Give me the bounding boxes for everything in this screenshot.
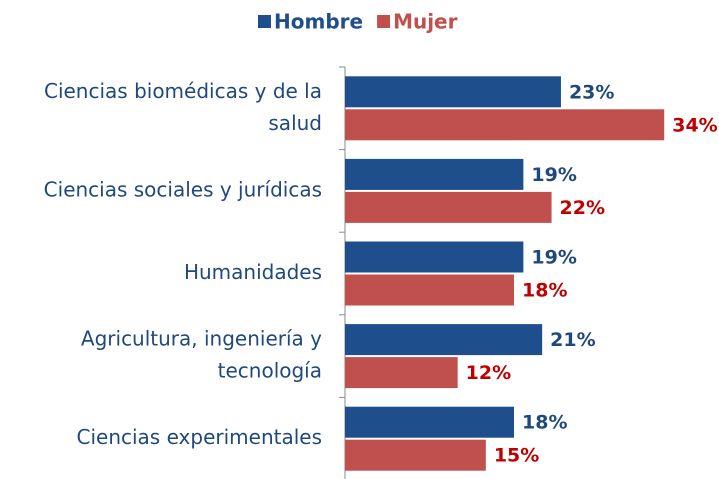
value-label: 18%: [522, 412, 567, 434]
category-label: tecnología: [218, 359, 322, 383]
value-label: 15%: [494, 445, 539, 467]
bar: [345, 76, 561, 108]
bar: [345, 241, 524, 273]
value-label: 22%: [560, 197, 605, 219]
bar: [345, 357, 458, 389]
value-label: 34%: [672, 114, 717, 136]
category-label: Ciencias experimentales: [77, 425, 323, 449]
category-label: Humanidades: [184, 260, 322, 284]
value-label: 19%: [531, 247, 576, 269]
value-label: 23%: [569, 81, 614, 103]
category-label: salud: [268, 111, 322, 135]
bar: [345, 406, 514, 438]
value-label: 18%: [522, 280, 567, 302]
bar: [345, 439, 486, 471]
value-label: 12%: [466, 362, 511, 384]
legend-label: Hombre: [274, 10, 363, 34]
legend-swatch: [258, 15, 271, 28]
value-label: 19%: [531, 164, 576, 186]
value-label: 21%: [550, 329, 595, 351]
bar: [345, 191, 552, 223]
category-label: Ciencias biomédicas y de la: [44, 79, 322, 103]
legend-label: Mujer: [393, 10, 458, 34]
category-label: Ciencias sociales y jurídicas: [44, 177, 322, 201]
category-label: Agricultura, ingeniería y: [81, 327, 322, 351]
bar: [345, 109, 665, 141]
legend-swatch: [377, 15, 391, 28]
bar: [345, 324, 543, 356]
bar: [345, 274, 514, 306]
bar: [345, 158, 524, 190]
